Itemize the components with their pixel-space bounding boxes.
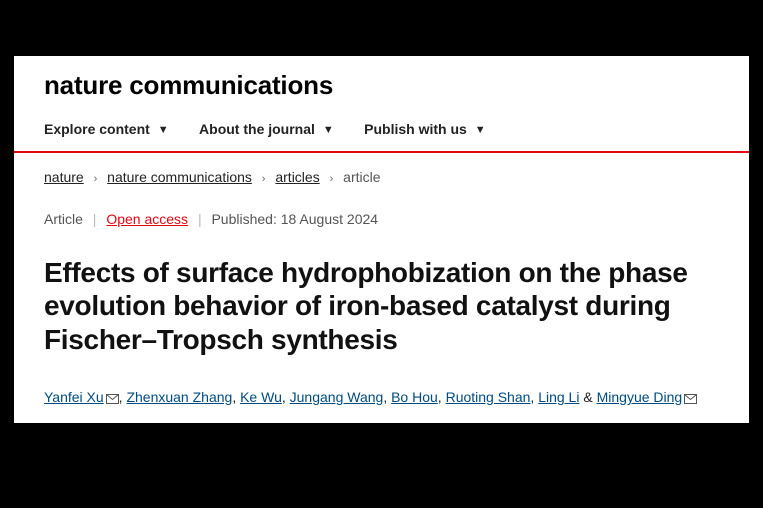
author-separator: , [383, 389, 391, 405]
top-nav: Explore content ▼ About the journal ▼ Pu… [14, 111, 749, 153]
breadcrumb-journal[interactable]: nature communications [107, 169, 252, 185]
nav-explore-content[interactable]: Explore content ▼ [44, 121, 169, 137]
chevron-down-icon: ▼ [475, 124, 486, 136]
chevron-down-icon: ▼ [158, 124, 169, 136]
author-ampersand: & [579, 389, 596, 405]
nav-label: Publish with us [364, 121, 467, 137]
author-separator: , [282, 389, 290, 405]
envelope-icon [106, 394, 119, 404]
chevron-down-icon: ▼ [323, 124, 334, 136]
journal-logo[interactable]: nature communications [44, 70, 333, 100]
chevron-right-icon: › [262, 173, 266, 185]
published-date: Published: 18 August 2024 [211, 211, 378, 227]
meta-separator: | [93, 211, 97, 227]
nav-label: Explore content [44, 121, 150, 137]
author-link[interactable]: Zhenxuan Zhang [126, 389, 232, 405]
author-link[interactable]: Mingyue Ding [597, 389, 683, 405]
breadcrumb-nature[interactable]: nature [44, 169, 84, 185]
author-link[interactable]: Ling Li [538, 389, 579, 405]
open-access-link[interactable]: Open access [106, 211, 188, 227]
article-card: nature communications Explore content ▼ … [14, 56, 749, 423]
article-meta: Article | Open access | Published: 18 Au… [14, 193, 749, 233]
nav-publish-with-us[interactable]: Publish with us ▼ [364, 121, 485, 137]
breadcrumb: nature › nature communications › article… [14, 153, 749, 193]
author-separator: , [232, 389, 240, 405]
author-link[interactable]: Jungang Wang [290, 389, 384, 405]
breadcrumb-articles[interactable]: articles [275, 169, 319, 185]
chevron-right-icon: › [330, 173, 334, 185]
envelope-icon [684, 394, 697, 404]
author-link[interactable]: Ruoting Shan [446, 389, 531, 405]
meta-separator: | [198, 211, 202, 227]
chevron-right-icon: › [94, 173, 98, 185]
nav-label: About the journal [199, 121, 315, 137]
breadcrumb-current: article [343, 169, 380, 185]
nav-about-journal[interactable]: About the journal ▼ [199, 121, 334, 137]
author-list: Yanfei Xu, Zhenxuan Zhang, Ke Wu, Jungan… [14, 375, 749, 423]
article-type-label: Article [44, 211, 83, 227]
author-separator: , [438, 389, 446, 405]
masthead: nature communications [14, 56, 749, 111]
author-link[interactable]: Yanfei Xu [44, 389, 104, 405]
author-link[interactable]: Ke Wu [240, 389, 282, 405]
author-link[interactable]: Bo Hou [391, 389, 438, 405]
article-title: Effects of surface hydrophobization on t… [14, 252, 749, 357]
